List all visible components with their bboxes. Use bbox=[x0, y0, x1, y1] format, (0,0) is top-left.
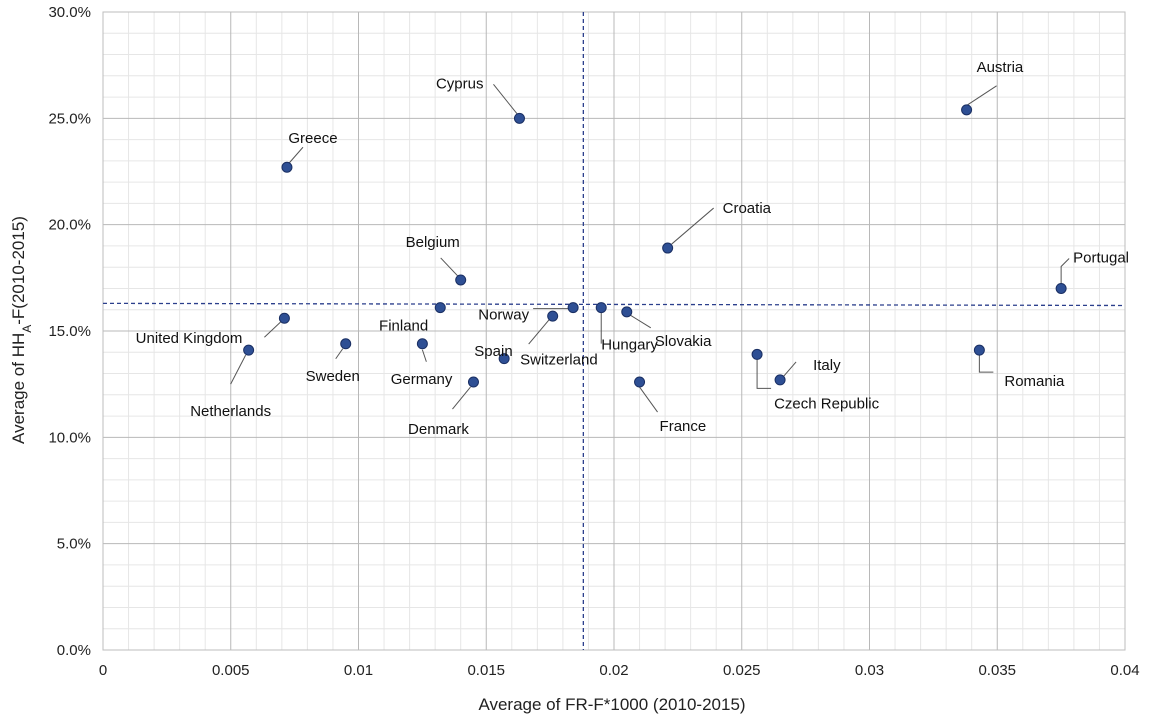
y-tick-label: 5.0% bbox=[57, 536, 91, 553]
point-label: Slovakia bbox=[655, 333, 712, 350]
y-tick-label: 30.0% bbox=[48, 4, 91, 21]
y-tick-label: 0.0% bbox=[57, 642, 91, 659]
data-point bbox=[498, 353, 510, 365]
point-label: Czech Republic bbox=[774, 395, 880, 412]
leader-line bbox=[978, 355, 994, 373]
point-label: Austria bbox=[977, 59, 1024, 76]
data-point bbox=[621, 306, 633, 318]
x-tick-label: 0.02 bbox=[599, 662, 628, 679]
x-tick-label: 0 bbox=[99, 662, 107, 679]
data-point bbox=[281, 161, 293, 173]
label-leader-lines bbox=[230, 84, 1070, 413]
data-point bbox=[467, 376, 479, 388]
point-label: Spain bbox=[474, 343, 512, 360]
point-labels: Austria Cyprus Greece Croatia Belgium Portuga… bbox=[136, 59, 1129, 438]
data-point bbox=[243, 344, 255, 356]
point-label: Switzerland bbox=[520, 352, 598, 369]
y-axis-title: Average of HHA-F(2010-2015) bbox=[9, 216, 34, 444]
data-point bbox=[547, 310, 559, 322]
y-axis-title-part-1: Average of HH bbox=[9, 333, 28, 444]
x-tick-label: 0.015 bbox=[467, 662, 505, 679]
point-label: Italy bbox=[813, 357, 841, 374]
y-tick-label: 15.0% bbox=[48, 323, 91, 340]
point-label: Norway bbox=[478, 307, 529, 324]
leader-line bbox=[230, 354, 247, 385]
data-point bbox=[455, 274, 467, 286]
leader-line bbox=[528, 318, 551, 345]
data-point bbox=[278, 312, 290, 324]
leader-line bbox=[288, 146, 304, 164]
data-point bbox=[513, 112, 525, 124]
leader-line bbox=[493, 84, 518, 115]
data-point bbox=[340, 338, 352, 350]
point-label: Netherlands bbox=[190, 403, 271, 420]
leader-line bbox=[964, 85, 997, 108]
data-point bbox=[662, 242, 674, 254]
y-axis-tick-labels: 0.0% 5.0% 10.0% 15.0% 20.0% 25.0% 30.0% bbox=[48, 4, 91, 659]
leader-line bbox=[440, 257, 459, 277]
data-point bbox=[595, 302, 607, 314]
point-label: Portugal bbox=[1073, 249, 1129, 266]
leader-line bbox=[782, 361, 797, 378]
point-label: Sweden bbox=[306, 368, 360, 385]
point-label: Belgium bbox=[406, 234, 460, 251]
y-tick-label: 20.0% bbox=[48, 217, 91, 234]
y-tick-label: 10.0% bbox=[48, 429, 91, 446]
plot-area-frame bbox=[102, 11, 1126, 651]
leader-line bbox=[421, 349, 427, 362]
leader-line bbox=[639, 386, 658, 413]
point-label: Finland bbox=[379, 318, 428, 335]
y-tick-label: 25.0% bbox=[48, 110, 91, 127]
x-tick-label: 0.005 bbox=[212, 662, 250, 679]
leader-line bbox=[264, 320, 282, 338]
leader-line bbox=[756, 359, 772, 389]
point-label: Croatia bbox=[723, 200, 772, 217]
data-point bbox=[434, 302, 446, 314]
x-tick-label: 0.025 bbox=[723, 662, 761, 679]
reference-lines bbox=[102, 12, 1126, 650]
x-tick-label: 0.01 bbox=[344, 662, 373, 679]
leader-line bbox=[452, 386, 471, 410]
point-label: Denmark bbox=[408, 421, 469, 438]
data-point bbox=[961, 104, 973, 116]
data-points bbox=[243, 104, 1067, 388]
x-axis-tick-labels: 0 0.005 0.01 0.015 0.02 0.025 0.03 0.035 0.04 bbox=[99, 662, 1140, 679]
point-label: Cyprus bbox=[436, 75, 484, 92]
data-point bbox=[567, 302, 579, 314]
data-point bbox=[774, 374, 786, 386]
point-label: United Kingdom bbox=[136, 330, 243, 347]
x-tick-label: 0.03 bbox=[855, 662, 884, 679]
data-point bbox=[1055, 282, 1067, 294]
data-point bbox=[634, 376, 646, 388]
data-point bbox=[751, 348, 763, 360]
leader-line bbox=[671, 207, 714, 245]
leader-line bbox=[335, 348, 344, 360]
point-label: Germany bbox=[391, 371, 453, 388]
point-label: Romania bbox=[1004, 373, 1065, 390]
point-label: Hungary bbox=[601, 337, 658, 354]
leader-line bbox=[629, 314, 652, 329]
average-y-reference-line bbox=[102, 302, 1126, 307]
data-point bbox=[416, 338, 428, 350]
data-point bbox=[973, 344, 985, 356]
y-axis-title-part-2: -F(2010-2015) bbox=[9, 216, 28, 325]
x-tick-label: 0.04 bbox=[1110, 662, 1139, 679]
point-label: France bbox=[660, 418, 707, 435]
point-label: Greece bbox=[288, 130, 337, 147]
leader-line bbox=[1060, 258, 1070, 284]
x-axis-title: Average of FR-F*1000 (2010-2015) bbox=[478, 695, 745, 714]
y-axis-title-subscript: A bbox=[20, 325, 34, 333]
x-tick-label: 0.035 bbox=[978, 662, 1016, 679]
